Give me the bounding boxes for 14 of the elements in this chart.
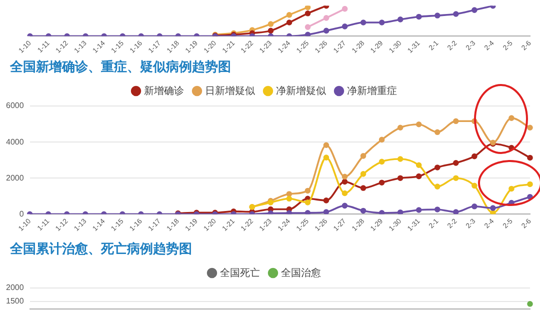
legend-label: 全国死亡 xyxy=(220,266,260,279)
legend-label: 净新增重症 xyxy=(347,84,397,97)
y-tick-label: 2000 xyxy=(6,173,24,182)
legend-label: 新增确诊 xyxy=(144,84,184,97)
chart-title: 全国累计治愈、死亡病例趋势图 xyxy=(10,240,192,258)
y-tick-label: 6000 xyxy=(6,101,24,110)
y-tick-label: 0 xyxy=(19,209,24,218)
y-tick-label: 2000 xyxy=(6,283,24,292)
legend-label: 全国治愈 xyxy=(281,266,321,279)
legend-label: 净新增疑似 xyxy=(276,84,326,97)
y-tick-label: 4000 xyxy=(6,137,24,146)
y-tick-label: 1500 xyxy=(6,296,24,306)
chart-title: 全国新增确诊、重症、疑似病例趋势图 xyxy=(10,58,231,76)
legend-label: 日新增疑似 xyxy=(205,84,255,97)
